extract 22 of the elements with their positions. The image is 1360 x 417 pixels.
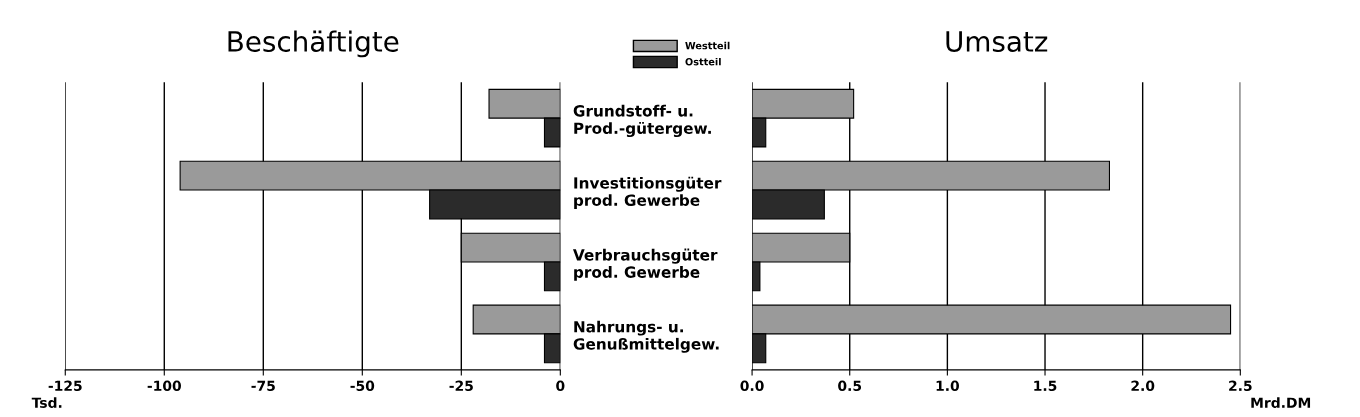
y-tick-label: Investitionsgüter prod. Gewerbe [574,176,722,209]
x-tick-label: 0.0 [740,380,764,392]
x-tick-label: 1.5 [1034,380,1057,392]
legend-label: Ostteil [685,57,721,66]
x-axis-title: Mrd.DM [1251,397,1311,408]
y-tick-label: Nahrungs- u. Genußmittelgew. [573,320,719,353]
x-tick-label: -25 [449,380,473,392]
x-tick-label: 0 [556,380,565,392]
x-tick-label: -75 [251,380,275,392]
legend-label: Westteil [685,41,730,50]
x-tick-label: 2.5 [1229,380,1252,392]
x-tick-label: -50 [350,380,375,392]
x-tick-label: 2.0 [1131,380,1155,392]
y-tick-label: Grundstoff- u. Prod.-gütergew. [573,104,711,138]
chart-title: Beschäftigte [228,30,399,58]
x-tick-label: -100 [147,380,181,392]
chart-title: Umsatz [946,31,1048,52]
y-tick-label: Verbrauchsgüter prod. Gewerbe [572,248,718,281]
x-tick-label: -125 [48,380,82,392]
x-axis-title: Tsd. [31,397,62,408]
x-tick-label: 1.0 [936,380,960,392]
x-tick-label: 0.5 [838,380,862,392]
